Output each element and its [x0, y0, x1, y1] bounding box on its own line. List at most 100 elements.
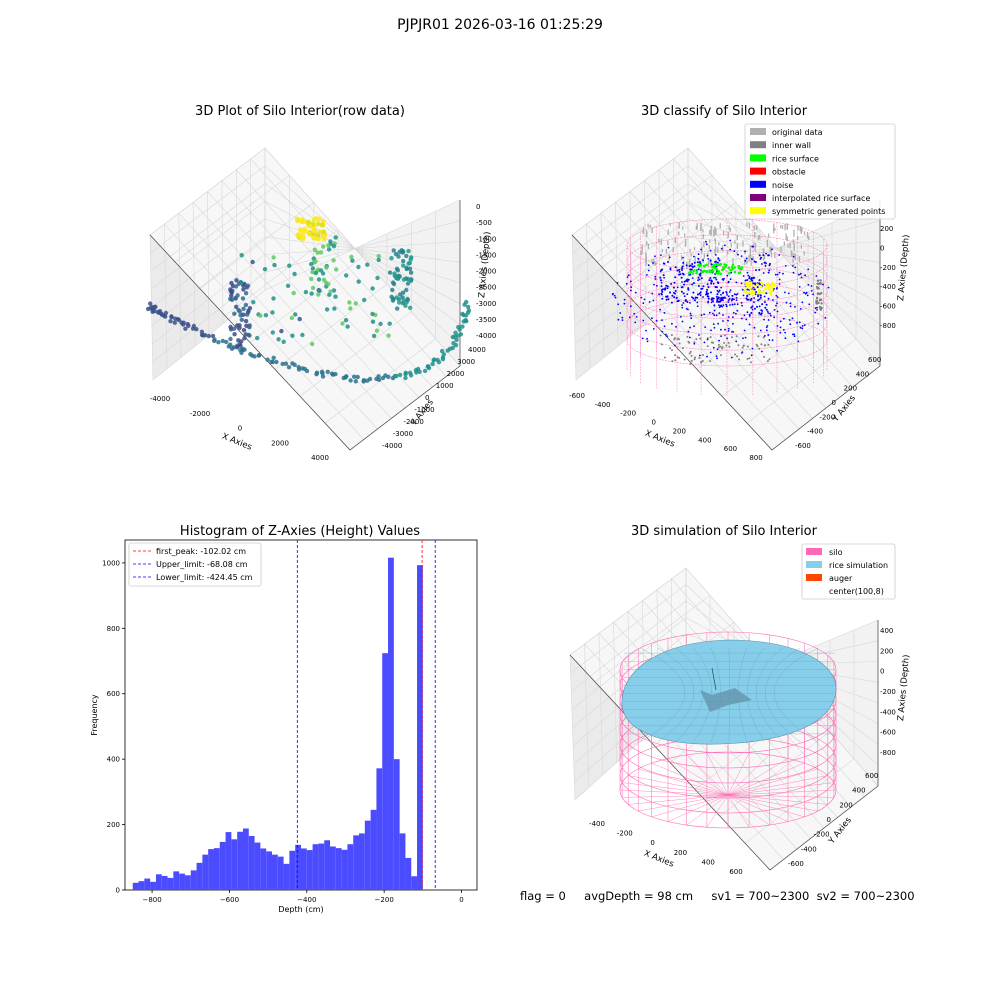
histogram-bar	[213, 848, 220, 890]
histogram-y-tick-label: 400	[107, 756, 120, 764]
raw-data-point	[386, 374, 391, 380]
raw-data-point	[224, 339, 229, 345]
raw-data-point	[324, 307, 330, 312]
raw-data-point	[286, 365, 292, 370]
cls-rice-surface-point	[705, 263, 708, 267]
sim-z-tick-label: -800	[880, 749, 896, 757]
cls-noise-point	[713, 314, 716, 317]
cls-legend-swatch	[750, 128, 766, 135]
cls-noise-point	[709, 259, 712, 262]
raw-data-point	[262, 267, 268, 272]
cls-noise-point	[761, 303, 764, 306]
cls-original-point	[682, 226, 684, 230]
sim-z-tick-label: -600	[880, 729, 896, 737]
cls-symmetric-point	[743, 288, 747, 292]
cls-noise-point	[663, 262, 666, 265]
cls-noise-point	[720, 247, 723, 250]
raw-data-point	[316, 216, 322, 222]
cls-noise-point	[750, 312, 753, 314]
cls-noise-point	[656, 285, 658, 287]
cls-noise-point	[792, 265, 794, 267]
cls-inner-wall-point	[816, 292, 820, 295]
cls-noise-point	[784, 337, 787, 340]
cls-noise-point	[808, 303, 811, 306]
status-flag: flag = 0	[520, 889, 566, 903]
cls-original-point	[660, 238, 662, 245]
raw-data-point	[376, 374, 381, 379]
raw-data-point	[349, 254, 354, 260]
cls-noise-point	[722, 296, 724, 299]
cls-noise-point	[768, 264, 771, 267]
cls-original-point	[773, 228, 775, 234]
cls-noise-point	[812, 293, 815, 295]
cls-noise-point	[748, 323, 751, 326]
raw-data-point	[155, 309, 160, 315]
raw-data-point	[403, 370, 408, 375]
cls-noise-point	[805, 291, 808, 294]
cls-noise-point	[789, 305, 792, 308]
cls-noise-point	[713, 309, 716, 312]
cls-noise-point	[681, 281, 683, 283]
cls-noise-point	[733, 250, 736, 253]
cls-noise-point	[647, 269, 650, 272]
cls-noise-point	[678, 270, 681, 273]
cls-noise-point	[706, 288, 709, 291]
raw-y-tick-label: -1000	[414, 406, 434, 414]
cls-noise-point	[702, 296, 704, 298]
raw-data-point	[361, 378, 367, 383]
raw-z-tick-label: -500	[476, 219, 492, 227]
cls-noise-point	[660, 285, 663, 288]
raw-data-point	[315, 221, 321, 227]
histogram-bar	[318, 843, 325, 890]
sim-y-tick-label: -200	[814, 831, 830, 839]
cls-noise-point	[661, 297, 664, 300]
cls-inner-wall-point	[816, 285, 819, 289]
cls-z-tick-label: 0	[880, 244, 884, 252]
cls-original-point	[755, 243, 757, 248]
cls-noise-point	[736, 309, 739, 312]
raw-data-point	[172, 320, 177, 325]
cls-noise-point	[746, 311, 749, 314]
cls-inner-wall-point	[741, 346, 744, 349]
raw-data-point	[239, 253, 244, 258]
cls-noise-point	[763, 335, 766, 337]
raw-data-point	[229, 280, 234, 286]
cls-noise-point	[676, 286, 679, 289]
cls-noise-point	[792, 333, 794, 336]
sim-legend-label: auger	[829, 574, 853, 583]
cls-original-point	[714, 231, 716, 236]
cls-original-point	[730, 242, 732, 248]
raw-data-point	[240, 346, 245, 351]
sim-z-tick-label: 200	[880, 647, 893, 655]
cls-silo-ring	[626, 266, 828, 319]
raw-data-point	[417, 369, 422, 374]
cls-noise-point	[700, 287, 703, 290]
histogram-legend-frame	[128, 542, 262, 587]
cls-noise-point	[646, 337, 648, 340]
histogram-x-tick-label: 0	[459, 896, 463, 904]
cls-noise-point	[807, 284, 810, 286]
cls-inner-wall-point	[766, 360, 769, 363]
cls-noise-point	[775, 304, 777, 307]
histogram-bar	[248, 836, 255, 890]
cls-noise-point	[759, 329, 762, 332]
cls-noise-point	[745, 318, 748, 321]
cls-noise-point	[625, 282, 628, 285]
cls-original-point	[728, 225, 730, 230]
cls-noise-point	[714, 254, 717, 256]
cls-noise-point	[708, 279, 711, 282]
cls-noise-point	[713, 276, 715, 279]
cls-noise-point	[740, 302, 743, 304]
cls-original-point	[785, 233, 787, 240]
histogram-bar	[376, 768, 383, 890]
raw-data-point	[362, 297, 367, 303]
cls-noise-point	[651, 317, 653, 320]
cls-noise-point	[658, 293, 660, 296]
sim-silo-floor-line	[622, 794, 729, 798]
raw-data-point	[376, 257, 381, 263]
raw-data-point	[293, 312, 298, 317]
sim-silo-floor-line	[727, 794, 789, 822]
cls-original-point	[667, 229, 669, 235]
cls-noise-point	[659, 276, 662, 279]
cls-original-point	[806, 231, 809, 239]
